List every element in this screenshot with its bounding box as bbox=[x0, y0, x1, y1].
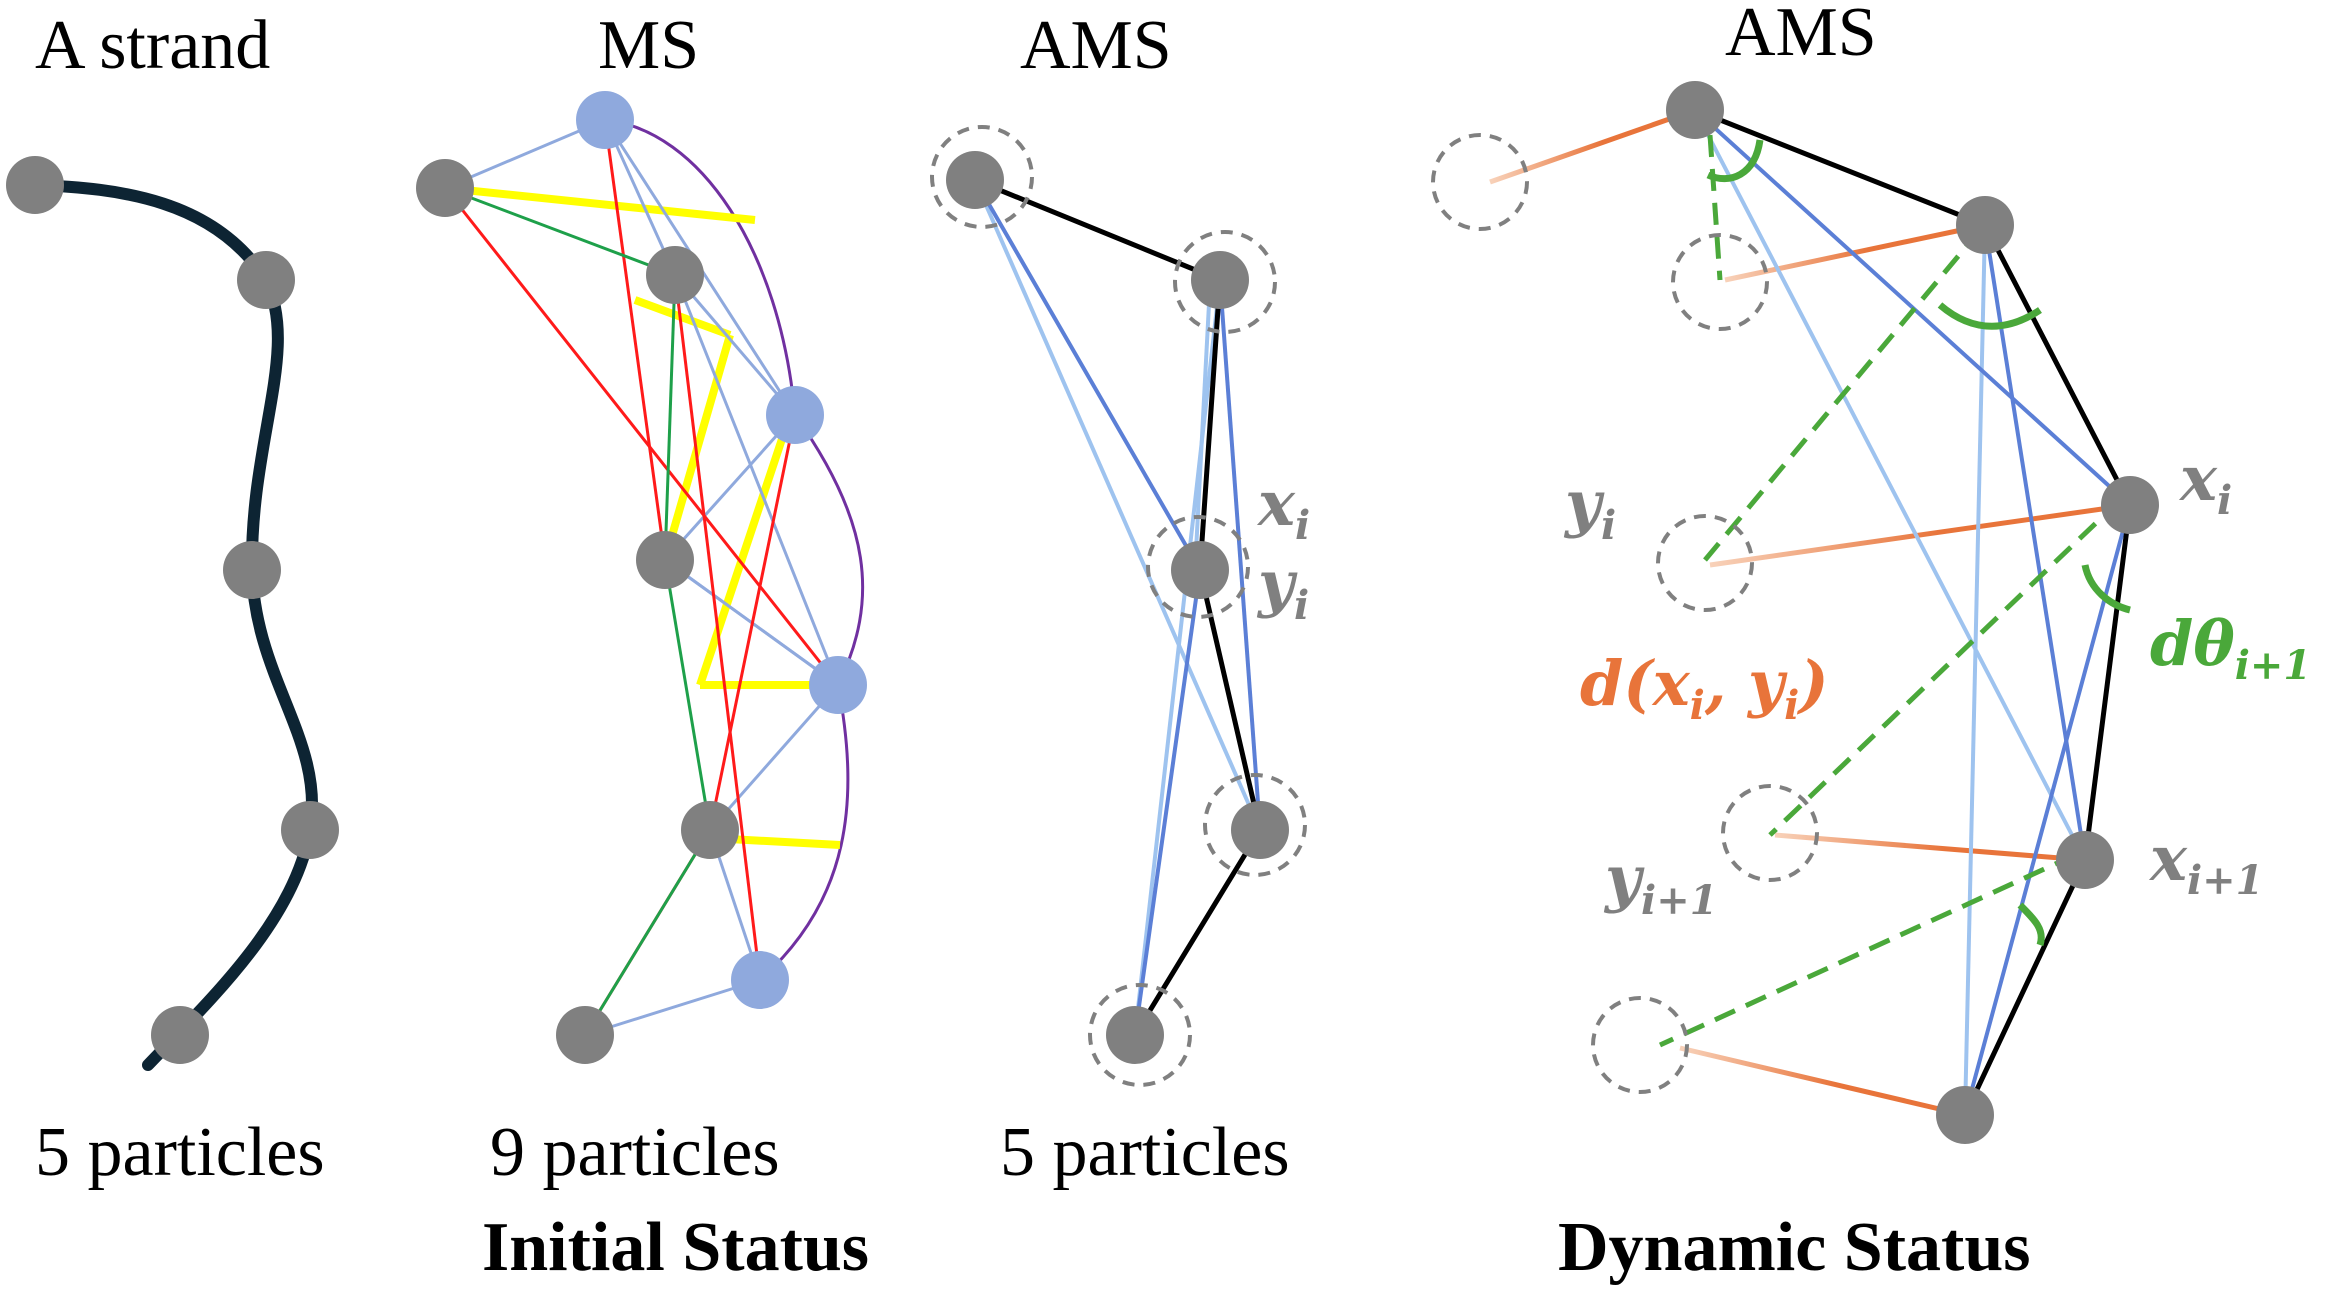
ams-dynamic-particle bbox=[2056, 831, 2114, 889]
strand-particle bbox=[281, 801, 339, 859]
ams-dynamic-particle bbox=[1956, 196, 2014, 254]
ams-initial-particle bbox=[1191, 251, 1249, 309]
ams-initial-lightblue-links bbox=[973, 179, 1262, 1036]
ams-dynamic-ghost bbox=[1721, 784, 1819, 882]
ams-initial-ghost bbox=[1088, 983, 1192, 1087]
ams-dynamic-angle-arcs bbox=[1706, 139, 2131, 947]
ms-yellow-springs bbox=[444, 184, 841, 849]
ams-dynamic-particle bbox=[2101, 476, 2159, 534]
strand-particle bbox=[151, 1006, 209, 1064]
ams-dynamic-panel: AMS bbox=[1431, 0, 2311, 1144]
ms-particle bbox=[636, 531, 694, 589]
ams-initial-panel: AMS xi yi 5 particles bbox=[930, 7, 1310, 1191]
ms-title: MS bbox=[598, 7, 699, 84]
ams-dynamic-ghost bbox=[1591, 996, 1689, 1094]
ams-dynamic-label-yi: yi bbox=[1563, 467, 1616, 549]
ms-red-links bbox=[443, 119, 840, 1036]
ams-initial-ghost bbox=[930, 125, 1034, 229]
ams-dynamic-label-xi1: xi+1 bbox=[2148, 822, 2264, 904]
strand-particle bbox=[223, 541, 281, 599]
ms-blue-links bbox=[444, 118, 840, 1037]
ams-initial-particle bbox=[1106, 1006, 1164, 1064]
ams-dynamic-label-yi1: yi+1 bbox=[1603, 842, 1718, 924]
ms-particle bbox=[681, 801, 739, 859]
ms-panel: MS bbox=[416, 7, 867, 1191]
strand-title: A strand bbox=[35, 7, 270, 84]
ams-dynamic-black-chain bbox=[1694, 107, 2133, 1117]
ams-initial-label-xi: xi bbox=[1256, 467, 1310, 549]
ams-dynamic-particle bbox=[1666, 81, 1724, 139]
strand-particle bbox=[237, 251, 295, 309]
ams-initial-ghost bbox=[1146, 515, 1250, 619]
strand-panel: A strand 5 particles bbox=[6, 7, 339, 1191]
ams-initial-particle bbox=[1171, 541, 1229, 599]
ams-dynamic-dashed-lines bbox=[1658, 134, 2122, 1048]
initial-status-caption: Initial Status bbox=[482, 1209, 869, 1286]
dynamic-status-caption: Dynamic Status bbox=[1558, 1209, 2031, 1286]
ams-dynamic-particle bbox=[1936, 1086, 1994, 1144]
ams-initial-title: AMS bbox=[1020, 7, 1172, 84]
ams-dynamic-label-angle: dθi+1 bbox=[2150, 607, 2311, 689]
ms-virtual-particle bbox=[731, 951, 789, 1009]
ams-initial-particle bbox=[1231, 801, 1289, 859]
ams-initial-count: 5 particles bbox=[1000, 1114, 1290, 1191]
ams-dynamic-ghost bbox=[1656, 514, 1754, 612]
strand-particle bbox=[6, 156, 64, 214]
ams-dynamic-label-xi: xi bbox=[2178, 442, 2232, 524]
ms-count: 9 particles bbox=[490, 1114, 780, 1191]
ms-virtual-particle bbox=[809, 656, 867, 714]
ms-virtual-particle bbox=[766, 386, 824, 444]
ms-virtual-particle bbox=[576, 91, 634, 149]
ams-initial-ghost bbox=[1173, 230, 1277, 334]
ams-initial-ghost bbox=[1203, 773, 1307, 877]
ams-initial-label-yi: yi bbox=[1256, 547, 1309, 629]
strand-count: 5 particles bbox=[35, 1114, 325, 1191]
ms-green-links bbox=[444, 186, 712, 1036]
ams-dynamic-ghost bbox=[1671, 233, 1769, 331]
ams-dynamic-distance-lines bbox=[1489, 107, 2131, 1118]
ams-dynamic-ghost bbox=[1431, 133, 1529, 231]
ms-purple-curve bbox=[604, 118, 865, 982]
ams-initial-particle bbox=[946, 151, 1004, 209]
ms-particle bbox=[556, 1006, 614, 1064]
ams-dynamic-lightblue-links bbox=[1693, 109, 2087, 1116]
ams-dynamic-label-distance: d(xi, yi) bbox=[1580, 647, 1829, 729]
ms-particle bbox=[646, 246, 704, 304]
ams-initial-blue-links bbox=[973, 179, 1262, 1036]
strand-curve bbox=[29, 179, 319, 1071]
ams-dynamic-blue-links bbox=[1693, 108, 2132, 1116]
ms-particle bbox=[416, 159, 474, 217]
ams-dynamic-title: AMS bbox=[1725, 0, 1877, 71]
